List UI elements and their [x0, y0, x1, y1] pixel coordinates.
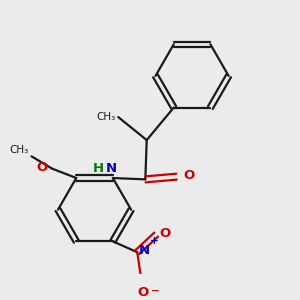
Text: N: N	[139, 244, 150, 257]
Text: +: +	[149, 236, 158, 246]
Text: CH₃: CH₃	[96, 112, 116, 122]
Text: N: N	[106, 162, 117, 175]
Text: O: O	[183, 169, 194, 182]
Text: CH₃: CH₃	[10, 145, 29, 155]
Text: O: O	[37, 161, 48, 174]
Text: O: O	[137, 286, 148, 299]
Text: −: −	[151, 286, 160, 296]
Text: H: H	[92, 162, 104, 175]
Text: O: O	[159, 227, 170, 240]
